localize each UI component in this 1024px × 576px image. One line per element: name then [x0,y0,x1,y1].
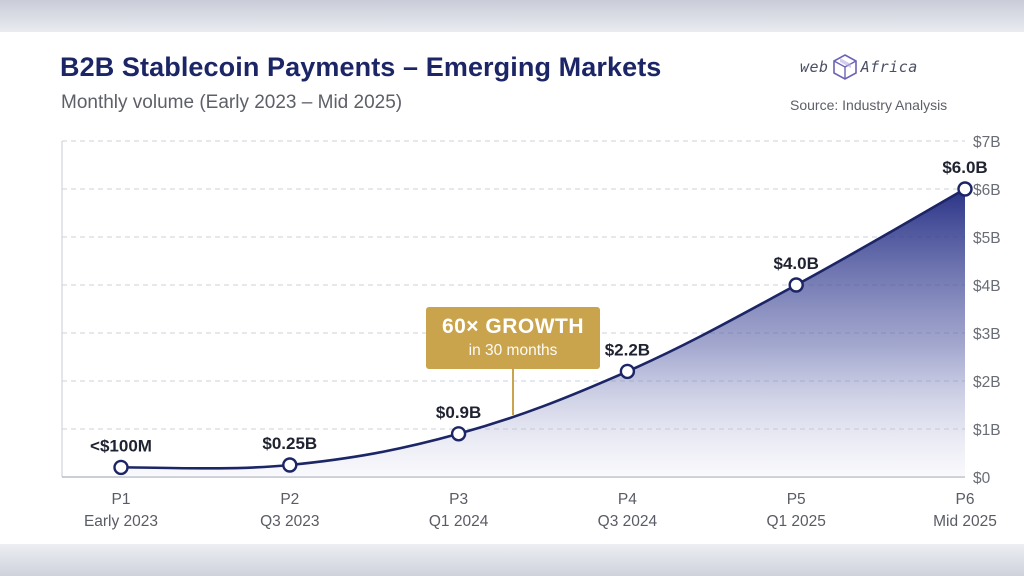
x-tick-code-p4: P4 [618,491,637,508]
y-tick-label: $0 [973,470,991,487]
data-point-p5 [788,277,804,293]
series-area-fill [121,189,965,477]
x-tick-period-p5: Q1 2025 [766,513,825,530]
chart-title: B2B Stablecoin Payments – Emerging Marke… [60,52,662,82]
bottom-background-band [0,544,1024,576]
chart-subtitle: Monthly volume (Early 2023 – Mid 2025) [61,92,403,113]
cube-icon [832,54,857,80]
x-tick-period-p1: Early 2023 [84,513,158,530]
data-point-p6 [957,181,973,197]
series-line [120,187,966,470]
logo-text-right: Africa [860,58,918,76]
data-point-p2 [282,457,298,473]
data-label-p6: $6.0B [942,158,987,177]
x-tick-period-p2: Q3 2023 [260,513,319,530]
y-tick-label: $7B [973,134,1001,151]
top-background-band [0,0,1024,32]
logo-text-left: web [800,58,829,76]
y-tick-label: $5B [973,230,1001,247]
data-point-p4 [619,363,636,380]
x-tick-code-p3: P3 [449,491,468,508]
data-label-p3: $0.9B [436,403,481,422]
y-tick-label: $1B [973,422,1001,439]
data-label-p1: <$100M [90,436,152,455]
x-tick-code-p6: P6 [956,491,975,508]
y-tick-label: $6B [973,182,1001,199]
growth-callout: 60× GROWTH in 30 months [426,307,600,369]
x-tick-period-p6: Mid 2025 [933,513,997,530]
x-tick-period-p4: Q3 2024 [598,513,658,530]
callout-sub-text: in 30 months [468,342,558,359]
x-tick-code-p2: P2 [280,491,299,508]
data-label-p5: $4.0B [774,254,819,273]
x-tick-period-p3: Q1 2024 [429,513,489,530]
y-tick-label: $3B [973,326,1001,343]
data-label-p2: $0.25B [262,434,317,453]
x-tick-code-p1: P1 [112,491,131,508]
source-note: Source: Industry Analysis [790,97,948,113]
y-tick-label: $4B [973,278,1001,295]
brand-logo: web Africa [800,52,926,82]
x-tick-code-p5: P5 [787,491,806,508]
data-label-p4: $2.2B [605,340,650,359]
y-tick-label: $2B [973,374,1001,391]
data-point-p1 [113,459,129,476]
callout-main-text: 60× GROWTH [441,315,585,338]
data-point-p3 [450,426,467,442]
